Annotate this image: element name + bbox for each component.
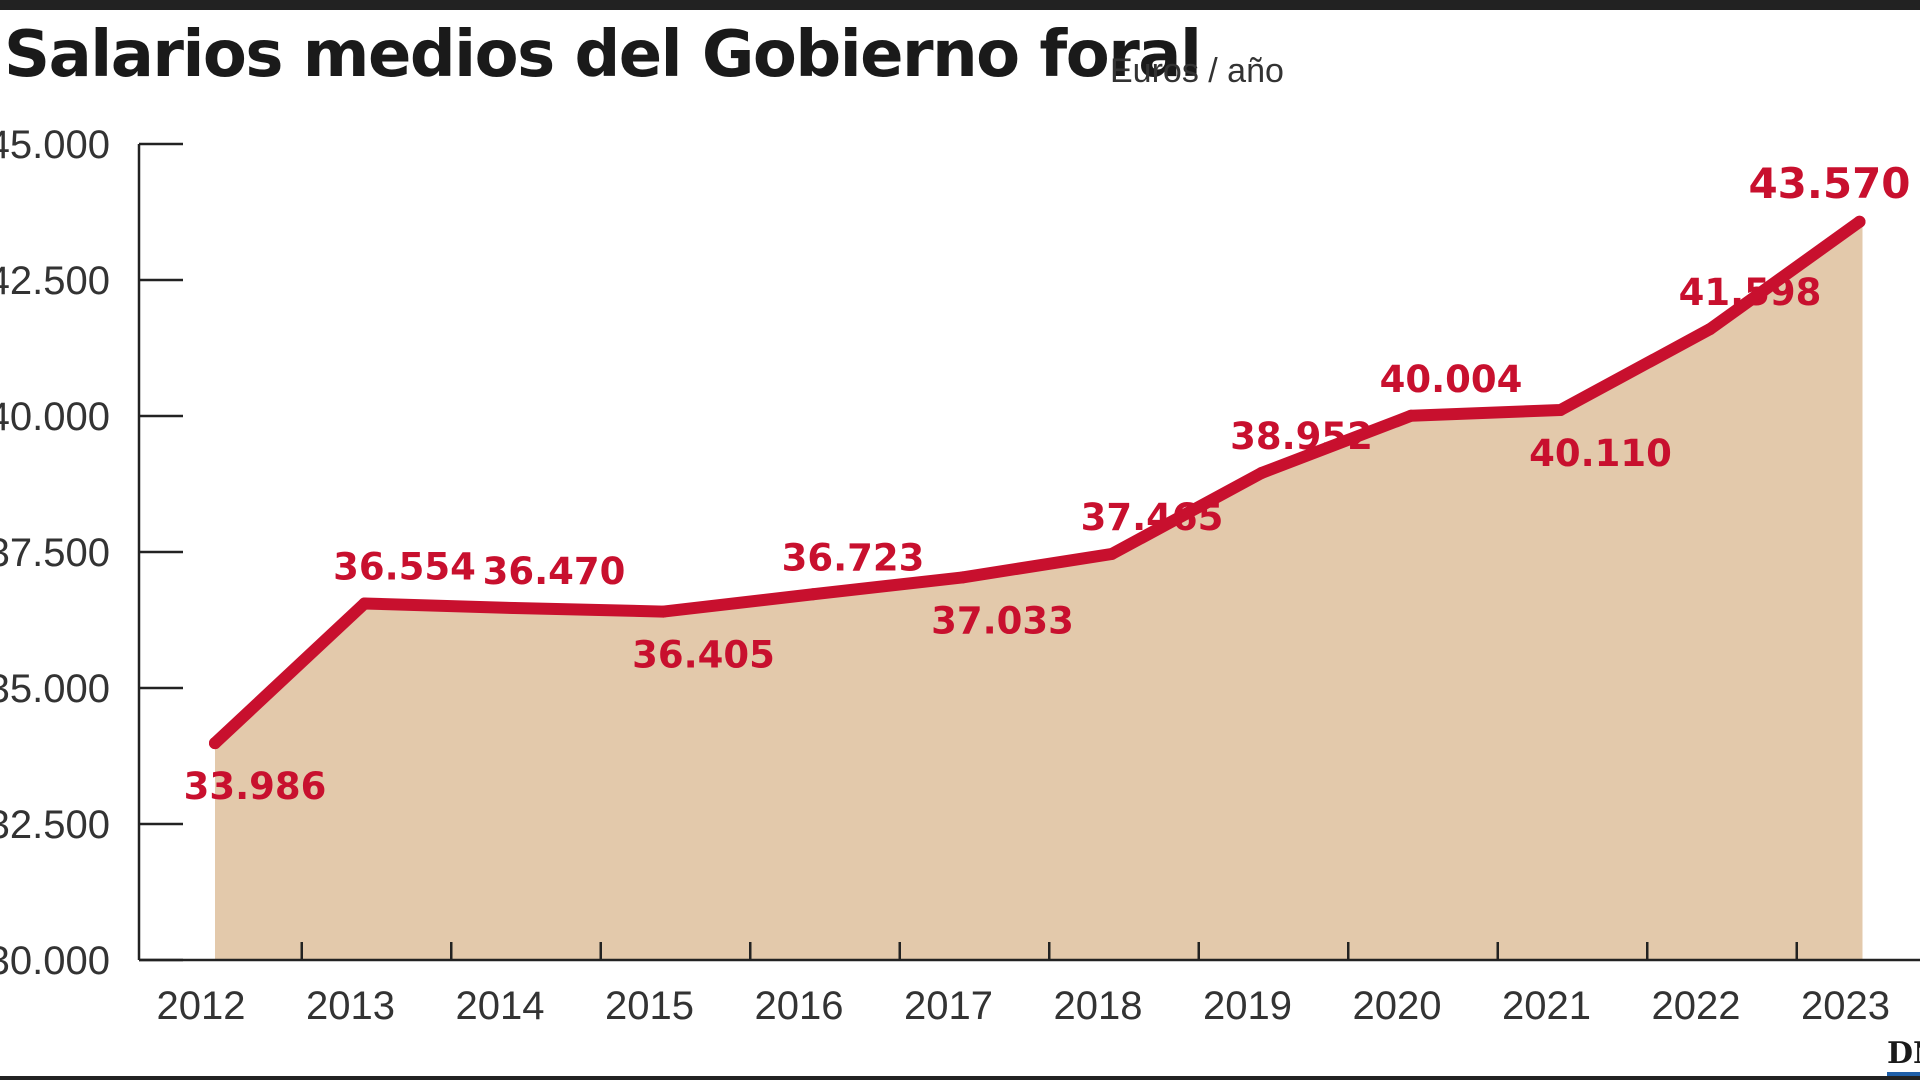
y-tick-label: 32.500 [0, 803, 110, 847]
data-point [956, 571, 969, 584]
data-label: 36.405 [632, 634, 775, 677]
y-tick-label: 42.500 [0, 259, 110, 303]
data-point [1853, 215, 1866, 228]
data-label: 36.723 [782, 536, 925, 579]
data-point [1106, 547, 1118, 560]
data-point [1405, 409, 1417, 422]
data-label: 37.033 [931, 599, 1074, 642]
data-label: 37.465 [1081, 496, 1224, 539]
y-tick-label: 30.000 [0, 939, 110, 983]
x-tick-label: 2021 [1502, 984, 1591, 1028]
chart-title: Salarios medios del Gobierno foral [4, 18, 1202, 92]
top-rule [0, 0, 1920, 10]
brand-logo: DN [1887, 1036, 1920, 1071]
y-tick-label: 35.000 [0, 667, 110, 711]
data-point [358, 597, 371, 610]
x-tick-label: 2015 [605, 984, 694, 1028]
x-tick-label: 2018 [1054, 984, 1143, 1028]
brand-accent-bar [1887, 1072, 1920, 1076]
y-tick-label: 40.000 [0, 395, 110, 439]
data-point [657, 605, 670, 618]
data-label: 38.952 [1230, 415, 1373, 458]
chart-subtitle: Euros / año [1110, 52, 1284, 90]
x-tick-label: 2016 [755, 984, 844, 1028]
data-label: 40.110 [1529, 432, 1672, 475]
data-label: 41.598 [1679, 271, 1822, 314]
data-point [1554, 404, 1567, 417]
bottom-rule [0, 1076, 1920, 1080]
data-label: 40.004 [1380, 358, 1523, 401]
y-tick-label: 45.000 [0, 123, 110, 167]
x-tick-label: 2022 [1652, 984, 1741, 1028]
x-tick-label: 2020 [1353, 984, 1442, 1028]
data-point [1704, 323, 1716, 336]
x-tick-label: 2012 [157, 984, 246, 1028]
data-label: 36.470 [483, 550, 626, 593]
series-line [209, 215, 1866, 750]
data-point [508, 602, 520, 615]
y-tick-label: 37.500 [0, 531, 110, 575]
x-tick-label: 2014 [456, 984, 545, 1028]
data-label: 33.986 [184, 765, 327, 808]
data-label: 43.570 [1748, 159, 1910, 208]
x-tick-label: 2023 [1801, 984, 1890, 1028]
x-tick-label: 2019 [1203, 984, 1292, 1028]
x-tick-label: 2017 [904, 984, 993, 1028]
data-point [1255, 467, 1268, 480]
area-fill [215, 221, 1863, 961]
data-point [209, 737, 221, 750]
x-tick-label: 2013 [306, 984, 395, 1028]
data-point [807, 588, 819, 601]
data-label: 36.554 [333, 545, 476, 588]
